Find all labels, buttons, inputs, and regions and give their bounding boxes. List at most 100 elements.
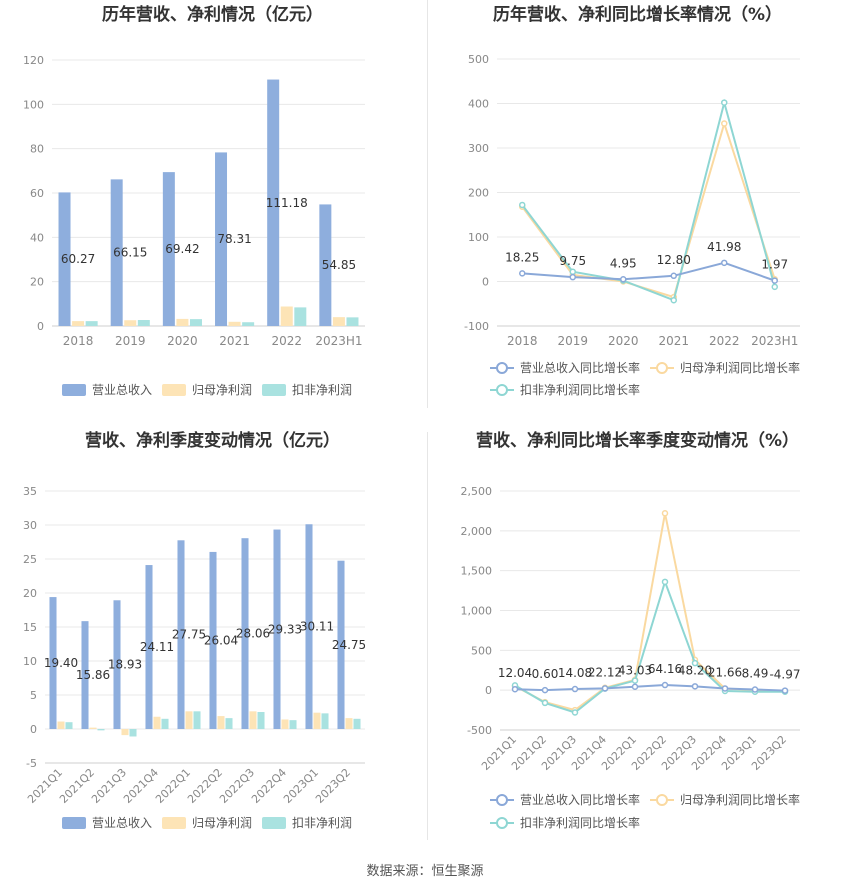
legend-icon-net-profit — [162, 817, 186, 829]
data-label-revenue: 30.11 — [300, 620, 334, 634]
legend-icon-revenue-marker — [496, 794, 508, 806]
point-revenue — [751, 686, 759, 693]
x-tick-label: 2018 — [507, 334, 538, 348]
y-tick-label: 1,500 — [461, 565, 493, 578]
legend-label-revenue: 营业总收入同比增长率 — [520, 792, 640, 807]
panel-quarterly-revenue-profit: 营收、净利季度变动情况（亿元） -5 0 5 10 15 20 25 30 35 2021Q1 202… — [0, 425, 425, 850]
data-label-revenue-growth: 22.12 — [588, 665, 622, 679]
data-label-revenue: 28.06 — [236, 627, 270, 641]
bar-net-profit — [217, 716, 225, 729]
bar-deducted-profit — [242, 322, 255, 326]
legend-icon-deducted-profit — [262, 384, 286, 396]
point-deducted-profit — [771, 283, 778, 291]
data-label-revenue-growth: 14.08 — [558, 666, 592, 680]
bar-revenue — [81, 621, 89, 729]
point-deducted-profit — [661, 578, 669, 586]
x-tick-label: 2019 — [115, 334, 146, 348]
legend-label-net-profit: 归母净利润同比增长率 — [680, 792, 800, 807]
data-label-revenue: 69.42 — [165, 242, 199, 256]
y-tick-label: 0 — [485, 684, 492, 697]
y-tick-label: 300 — [468, 142, 489, 155]
point-deducted-profit — [571, 709, 579, 716]
x-tick-label: 2022 — [271, 334, 302, 348]
legend-icon-net-profit-marker — [656, 794, 668, 806]
y-tick-label: 400 — [468, 98, 489, 111]
chart-annual-growth-rate: 历年营收、净利同比增长率情况（%） -100 0 100 200 300 400 500 201… — [464, 4, 800, 397]
x-tick-label: 2023Q2 — [313, 766, 353, 806]
data-label-revenue-growth: 12.80 — [657, 253, 691, 267]
bar-revenue — [58, 192, 71, 326]
legend-label-revenue: 营业总收入 — [92, 383, 152, 397]
x-tick-label: 2022 — [709, 334, 740, 348]
legend-label-revenue: 营业总收入 — [92, 816, 152, 830]
y-tick-label: -500 — [467, 724, 492, 737]
bar-deducted-profit — [225, 718, 233, 729]
bar-net-profit — [124, 320, 137, 326]
y-tick-label: -100 — [464, 320, 489, 333]
legend-icon-revenue — [62, 384, 86, 396]
legend-label-net-profit: 归母净利润 — [192, 816, 252, 830]
point-revenue — [721, 685, 729, 692]
bar-deducted-profit — [85, 321, 98, 326]
legend-icon-deducted-profit-marker — [496, 384, 508, 396]
legend-label-net-profit: 归母净利润 — [192, 383, 252, 397]
bar-revenue — [162, 172, 175, 326]
line-deducted-profit — [514, 578, 785, 714]
x-tick-label: 2021 — [658, 334, 689, 348]
data-label-revenue: 111.18 — [266, 196, 308, 210]
y-tick-label: 30 — [23, 519, 37, 532]
panel-annual-revenue-profit: 历年营收、净利情况（亿元） 0 20 40 60 80 100 120 2018 2019 2020… — [0, 0, 425, 415]
x-tick-label: 2020 — [167, 334, 198, 348]
point-revenue — [601, 685, 609, 692]
y-tick-label: 2,500 — [461, 485, 493, 498]
bar-net-profit — [228, 321, 241, 326]
y-tick-label: 80 — [30, 143, 44, 156]
data-label-revenue-growth: 18.25 — [505, 250, 539, 264]
bar-net-profit — [313, 712, 321, 729]
y-tick-label: -5 — [26, 757, 37, 770]
bar-net-profit — [280, 306, 293, 326]
bar-deducted-profit — [257, 712, 265, 729]
legend-icon-deducted-profit-marker — [496, 817, 508, 829]
legend-icon-revenue — [62, 817, 86, 829]
line-revenue — [522, 261, 776, 282]
panel-quarterly-growth-rate: 营收、净利同比增长率季度变动情况（%） -500 0 500 1,000 1,500 2,0… — [425, 425, 850, 850]
data-label-revenue: 60.27 — [61, 252, 95, 266]
bar-net-profit — [281, 719, 289, 729]
point-revenue — [541, 686, 549, 694]
data-label-revenue-growth: 12.04 — [498, 666, 532, 680]
bar-deducted-profit — [65, 722, 73, 729]
bar-revenue — [177, 540, 185, 729]
point-revenue — [569, 273, 576, 281]
y-tick-label: 120 — [23, 54, 44, 67]
bar-deducted-profit — [193, 711, 201, 729]
bar-revenue — [215, 152, 228, 326]
legend-icon-deducted-profit — [262, 817, 286, 829]
y-tick-label: 100 — [23, 98, 44, 111]
bar-revenue — [145, 565, 153, 729]
x-tick-label: 2023H1 — [751, 334, 798, 348]
point-deducted-profit — [519, 201, 526, 209]
bar-net-profit — [89, 727, 97, 729]
bar-deducted-profit — [137, 320, 150, 326]
bar-net-profit — [72, 321, 85, 326]
y-tick-label: 20 — [30, 276, 44, 289]
data-label-revenue-growth: 1.97 — [761, 258, 788, 272]
point-revenue — [661, 681, 669, 689]
point-revenue — [781, 687, 789, 694]
chart-quarterly-revenue-profit: 营收、净利季度变动情况（亿元）-5051015202530352021Q1202… — [23, 430, 366, 830]
chart-title: 营收、净利同比增长率季度变动情况（%） — [476, 430, 799, 451]
data-label-revenue-growth: 43.03 — [618, 664, 652, 678]
bar-deducted-profit — [321, 713, 329, 729]
point-revenue — [511, 685, 519, 693]
legend-label-revenue: 营业总收入同比增长率 — [520, 360, 640, 375]
data-label-revenue: 24.75 — [332, 638, 366, 652]
legend-label-deducted-profit: 扣非净利润 — [292, 816, 352, 830]
point-deducted-profit — [721, 99, 728, 106]
bar-net-profit — [176, 318, 189, 326]
point-revenue — [691, 683, 699, 690]
y-tick-label: 2,000 — [461, 525, 493, 538]
point-net-profit — [721, 120, 728, 127]
point-revenue — [721, 259, 728, 267]
panel-annual-growth-rate: 历年营收、净利同比增长率情况（%） -100 0 100 200 300 400 500 201… — [425, 0, 850, 415]
